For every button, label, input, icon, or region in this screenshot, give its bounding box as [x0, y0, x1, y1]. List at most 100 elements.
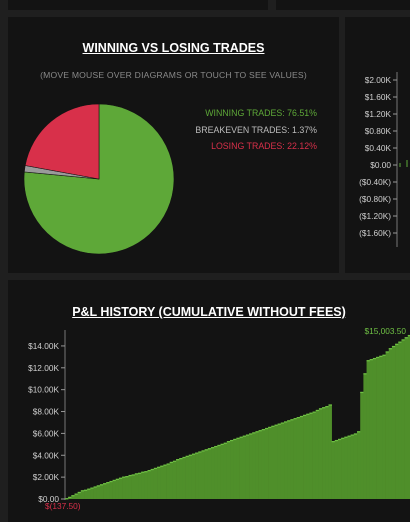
pnl-bar[interactable] [245, 434, 250, 499]
pnl-bar[interactable] [388, 348, 393, 499]
pnl-bar[interactable] [109, 480, 113, 499]
pnl-bar[interactable] [182, 456, 186, 499]
pnl-bar[interactable] [369, 359, 374, 499]
pnl-bar[interactable] [261, 429, 266, 499]
pnl-bar[interactable] [325, 406, 329, 499]
pnl-bar[interactable] [391, 345, 396, 499]
pnl-bar[interactable] [334, 439, 339, 499]
pnl-bar[interactable] [401, 339, 405, 499]
pnl-bar[interactable] [128, 474, 132, 499]
pnl-bar[interactable] [204, 449, 209, 499]
pnl-bar[interactable] [303, 414, 307, 499]
pnl-bar[interactable] [366, 360, 371, 499]
pnl-bar[interactable] [277, 423, 282, 499]
pnl-bar[interactable] [93, 486, 98, 499]
pnl-bar[interactable] [125, 476, 129, 499]
pnl-bar[interactable] [395, 343, 399, 499]
pnl-bar[interactable] [328, 404, 332, 499]
pnl-bar[interactable] [242, 435, 247, 499]
pnl-bar[interactable] [274, 424, 278, 499]
pnl-bar[interactable] [353, 433, 358, 499]
pnl-bar[interactable] [71, 495, 75, 499]
pnl-bar[interactable] [169, 461, 174, 499]
pnl-bar[interactable] [157, 466, 161, 499]
pnl-bar[interactable] [188, 454, 193, 499]
pnl-bar[interactable] [122, 476, 126, 499]
pnl-bar[interactable] [211, 447, 215, 499]
pnl-bar[interactable] [115, 478, 120, 499]
pnl-bar[interactable] [77, 491, 82, 499]
pnl-bar[interactable] [96, 485, 101, 499]
pnl-bar[interactable] [280, 422, 285, 499]
pnl-bar[interactable] [293, 418, 298, 499]
pnl-bar[interactable] [163, 464, 167, 499]
pnl-bar[interactable] [217, 444, 221, 499]
pnl-bar[interactable] [258, 430, 263, 499]
pnl-bar[interactable] [347, 435, 351, 499]
pie-slice-winning[interactable] [23, 103, 175, 255]
pnl-bar[interactable] [344, 436, 348, 499]
pnl-bar[interactable] [363, 373, 367, 499]
pnl-bar[interactable] [255, 431, 259, 499]
pnl-bar[interactable] [357, 431, 361, 499]
pnl-bar[interactable] [214, 445, 218, 499]
pnl-bar[interactable] [360, 391, 364, 499]
pnl-bar[interactable] [271, 425, 275, 499]
pnl-bar[interactable] [404, 337, 409, 499]
pnl-bar[interactable] [331, 441, 336, 499]
pnl-bar[interactable] [341, 437, 345, 499]
pnl-bar[interactable] [179, 458, 183, 499]
pnl-bar[interactable] [249, 433, 253, 499]
pnl-bar[interactable] [118, 477, 123, 499]
pnl-bar[interactable] [407, 334, 410, 499]
pnl-bar[interactable] [312, 411, 317, 499]
pnl-bar[interactable] [318, 408, 323, 499]
pnl-bar[interactable] [144, 471, 148, 499]
pnl-bar[interactable] [287, 420, 291, 499]
pnl-bar[interactable] [207, 448, 212, 499]
pie-slice-losing[interactable] [24, 103, 100, 180]
pnl-bar[interactable] [150, 468, 155, 499]
pnl-bar[interactable] [103, 483, 107, 499]
pnl-bar[interactable] [138, 472, 142, 499]
pnl-bar[interactable] [195, 452, 199, 499]
pnl-bar[interactable] [160, 465, 164, 499]
pnl-history-chart[interactable]: $0.00 $2.00K $4.00K $6.00K $8.00K $10.00K $12.… [8, 280, 410, 522]
pnl-bar[interactable] [176, 459, 180, 499]
pnl-bar[interactable] [112, 479, 117, 499]
pnl-bar[interactable] [337, 438, 342, 499]
pie-chart[interactable] [8, 17, 339, 273]
pnl-bar[interactable] [201, 450, 205, 499]
pnl-bar[interactable] [185, 455, 190, 499]
pnl-bar[interactable] [299, 415, 304, 499]
pnl-bar[interactable] [268, 426, 272, 499]
pnl-bar[interactable] [233, 438, 237, 499]
pnl-bar[interactable] [147, 470, 151, 499]
pnl-bar[interactable] [74, 493, 78, 499]
pnl-bar[interactable] [191, 453, 196, 499]
pnl-bar[interactable] [84, 489, 88, 499]
pnl-bar[interactable] [87, 488, 91, 499]
pnl-bar[interactable] [198, 451, 202, 499]
pnl-bar[interactable] [106, 482, 110, 499]
pnl-bar[interactable] [290, 419, 294, 499]
pnl-bar[interactable] [322, 407, 326, 499]
pnl-bar[interactable] [372, 357, 377, 499]
pnl-bar[interactable] [134, 473, 139, 499]
pnl-bar[interactable] [379, 355, 383, 499]
pnl-bar[interactable] [306, 413, 310, 499]
pnl-bar[interactable] [236, 437, 240, 499]
pnl-bar[interactable] [252, 432, 256, 499]
pnl-bar[interactable] [309, 412, 313, 499]
pnl-bar[interactable] [131, 474, 136, 499]
pnl-bar[interactable] [90, 487, 94, 499]
pnl-bar[interactable] [172, 460, 177, 499]
pnl-bar[interactable] [296, 417, 301, 499]
pnl-bar[interactable] [220, 443, 225, 499]
pnl-bar[interactable] [153, 467, 158, 499]
pnl-bar[interactable] [385, 351, 390, 499]
pnl-bar[interactable] [99, 484, 104, 499]
pnl-bar[interactable] [239, 436, 244, 499]
pnl-bar[interactable] [382, 354, 386, 499]
pnl-bar[interactable] [315, 409, 320, 499]
